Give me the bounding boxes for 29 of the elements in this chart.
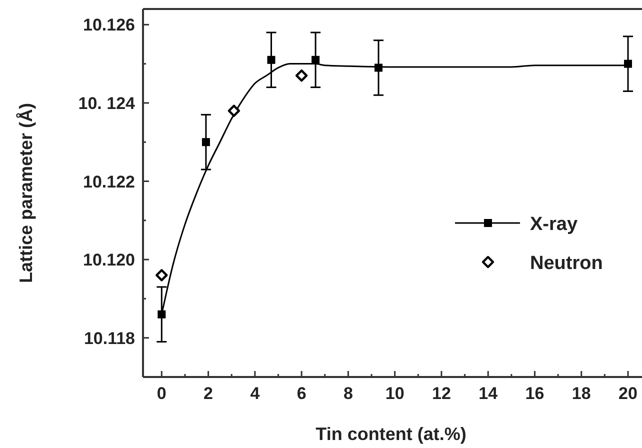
point: [158, 310, 166, 318]
y-tick-label: 10.118: [84, 328, 135, 348]
x-tick-label: 20: [618, 384, 638, 403]
x-tick-label: 18: [572, 384, 591, 403]
x-tick-label: 16: [525, 384, 544, 403]
legend-label: X-ray: [530, 214, 578, 235]
x-tick-label: 14: [478, 384, 498, 403]
point: [156, 269, 168, 282]
y-tick-label: 10.122: [83, 172, 135, 192]
y-tick-label: 10.126: [83, 16, 135, 35]
point: [312, 56, 320, 64]
x-tick-label: 4: [250, 384, 260, 403]
point: [228, 104, 240, 117]
point: [624, 60, 632, 68]
x-tick-label: 10: [385, 384, 404, 403]
y-tick-label: 10.120: [83, 250, 135, 270]
x-axis-title: Tin content (at.%): [316, 424, 466, 444]
legend-label: Neutron: [530, 253, 603, 274]
x-tick-label: 12: [432, 384, 451, 403]
point: [202, 138, 210, 146]
point: [295, 69, 308, 82]
x-tick-label: 2: [204, 384, 214, 403]
y-axis-title: Lattice parameter (Å): [16, 102, 36, 284]
x-tick-label: 0: [156, 384, 166, 403]
y-tick-label: 10. 124: [78, 94, 136, 113]
x-tick-label: 8: [343, 384, 353, 403]
point: [267, 56, 276, 64]
x-tick-label: 6: [296, 384, 306, 403]
point: [374, 64, 383, 72]
